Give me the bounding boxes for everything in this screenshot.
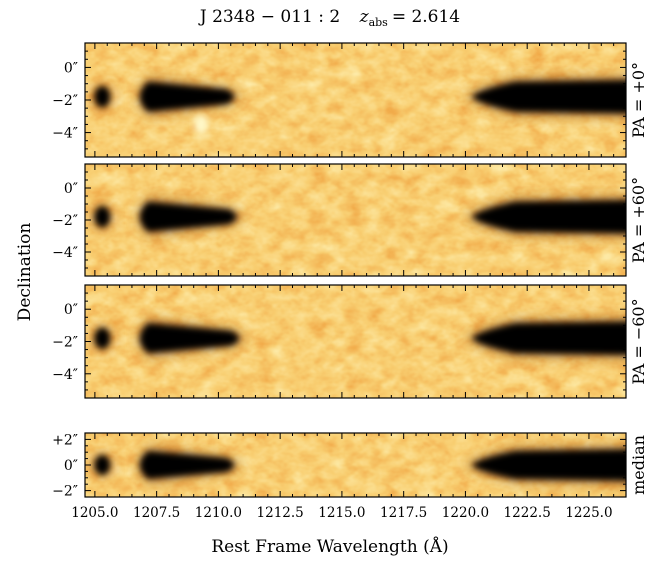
panels-group: 0″ −2″ −4″ PA = +0° 0″ −2″ −4″ PA = +60° 0″ −2″ −4… [52, 42, 648, 500]
x-ticks [94, 433, 627, 497]
title-z-subscript: abs [369, 16, 389, 29]
y-tick-label: −2″ [52, 484, 78, 500]
y-tick-label: 0″ [64, 302, 78, 318]
y-tick-label: 0″ [64, 60, 78, 76]
y-tick-label: 0″ [64, 181, 78, 197]
emission-knot [94, 454, 111, 476]
panel-image-pa-60 [85, 164, 626, 276]
x-axis-label: Rest Frame Wavelength (Å) [211, 536, 448, 557]
y-tick-label: −2″ [52, 213, 78, 229]
title-z-symbol: z [359, 7, 370, 27]
y-axis-label: Declination [15, 223, 35, 322]
x-tick-label: 1215.0 [318, 505, 365, 521]
x-tick-label: 1222.5 [504, 505, 551, 521]
x-ticks [94, 164, 627, 276]
panel-image-pa-60 [85, 285, 626, 398]
residual-spot [193, 114, 209, 135]
continuum-trace [471, 80, 626, 114]
panel-median: +2″ 0″ −2″ median [52, 432, 648, 499]
y-ticks [85, 42, 626, 158]
x-tick-label: 1217.5 [380, 505, 427, 521]
panel-label: PA = +60° [629, 177, 648, 263]
panel-label: PA = −60° [629, 298, 648, 384]
y-ticks [85, 284, 626, 399]
x-ticks [94, 285, 627, 398]
panel-pa-60: 0″ −2″ −4″ PA = +60° [52, 163, 648, 277]
x-tick-labels: 1205.0 1207.5 1210.0 1212.5 1215.0 1217.5 1220… [71, 505, 612, 521]
x-tick-label: 1205.0 [71, 505, 118, 521]
emission-blob [139, 451, 235, 479]
title-z-value: = 2.614 [392, 7, 460, 27]
emission-knot [94, 85, 111, 108]
panel-image-median [85, 433, 626, 497]
panel-image-pa-0 [85, 43, 626, 157]
y-tick-label: −4″ [52, 126, 78, 142]
y-tick-label: −4″ [52, 245, 78, 261]
continuum-trace [471, 200, 626, 234]
title-object: J 2348 − 011 : 2 [198, 7, 340, 27]
y-tick-label: +2″ [52, 432, 78, 448]
x-tick-label: 1220.0 [442, 505, 489, 521]
x-tick-label: 1225.0 [565, 505, 612, 521]
x-tick-label: 1212.5 [257, 505, 304, 521]
emission-blob [139, 81, 235, 112]
emission-knot [94, 206, 111, 228]
y-tick-label: −2″ [52, 335, 78, 351]
emission-blob [139, 201, 237, 232]
x-tick-label: 1207.5 [133, 505, 180, 521]
panel-pa-60: 0″ −2″ −4″ PA = −60° [52, 284, 648, 399]
emission-knot [94, 327, 111, 350]
y-ticks [85, 163, 626, 277]
x-tick-label: 1210.0 [195, 505, 242, 521]
panel-pa-0: 0″ −2″ −4″ PA = +0° [52, 42, 648, 158]
y-tick-label: −4″ [52, 367, 78, 383]
emission-blob [139, 323, 240, 354]
y-ticks [85, 432, 626, 498]
continuum-trace [471, 449, 626, 481]
y-tick-label: 0″ [64, 458, 78, 474]
chart-title: J 2348 − 011 : 2 zabs = 2.614 [198, 7, 460, 29]
x-ticks [94, 43, 627, 157]
continuum-trace [471, 321, 626, 355]
y-tick-label: −2″ [52, 93, 78, 109]
panel-label: median [629, 435, 648, 495]
panel-label: PA = +0° [629, 62, 648, 138]
